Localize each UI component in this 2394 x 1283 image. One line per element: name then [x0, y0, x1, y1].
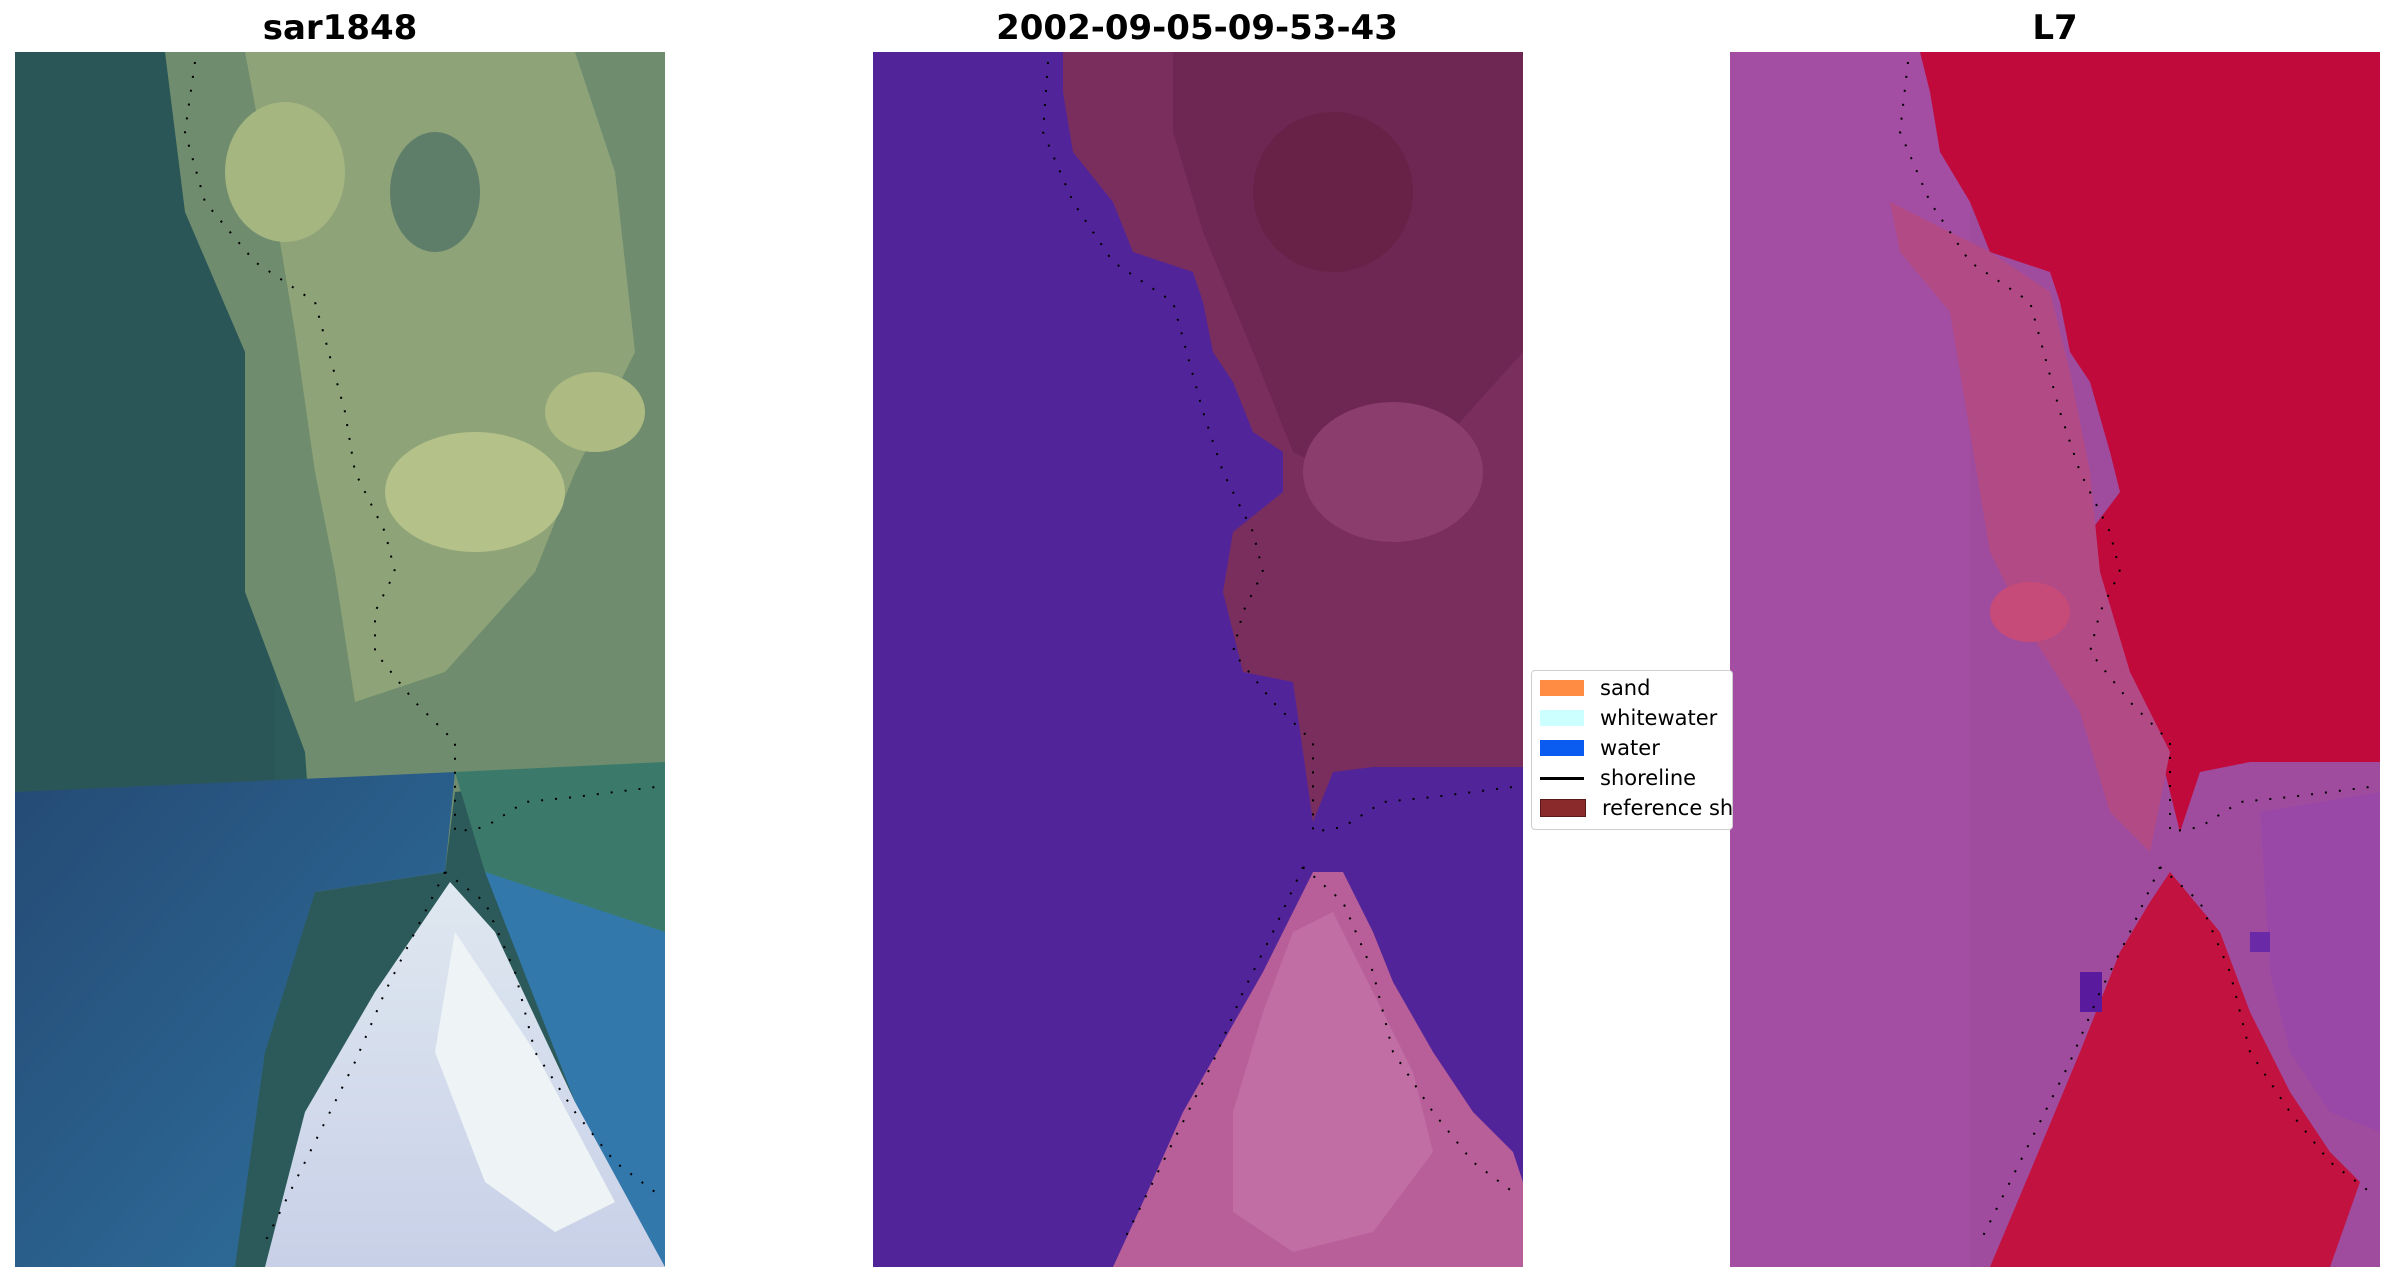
rgb-satellite-image	[15, 52, 665, 1267]
panel-title-index: L7	[2032, 8, 2078, 48]
legend-item-reference-shoreline: reference sh	[1540, 795, 1733, 821]
legend-item-sand: sand	[1540, 675, 1650, 701]
legend-label: shoreline	[1600, 766, 1697, 790]
panel-title-date: 2002-09-05-09-53-43	[996, 8, 1398, 48]
legend-label: water	[1600, 736, 1660, 760]
water-swatch-icon	[1540, 740, 1584, 756]
legend-label: sand	[1600, 676, 1651, 700]
legend-item-shoreline: shoreline	[1540, 765, 1696, 791]
classified-image	[873, 52, 1523, 1267]
whitewater-swatch-icon	[1540, 710, 1584, 726]
rgb-image-panel	[15, 52, 665, 1267]
mndwi-image	[1730, 52, 2380, 1267]
legend-label: whitewater	[1600, 706, 1718, 730]
legend-label: reference sh	[1602, 796, 1733, 820]
sand-swatch-icon	[1540, 680, 1584, 696]
index-image-panel	[1730, 52, 2380, 1267]
panel-title-rgb: sar1848	[262, 8, 418, 48]
legend-item-water: water	[1540, 735, 1660, 761]
reference-shoreline-swatch-icon	[1540, 799, 1586, 817]
legend: sand whitewater water shoreline referenc…	[1531, 670, 1733, 830]
classified-image-panel	[873, 52, 1523, 1267]
legend-item-whitewater: whitewater	[1540, 705, 1717, 731]
shoreline-line-icon	[1540, 776, 1584, 780]
